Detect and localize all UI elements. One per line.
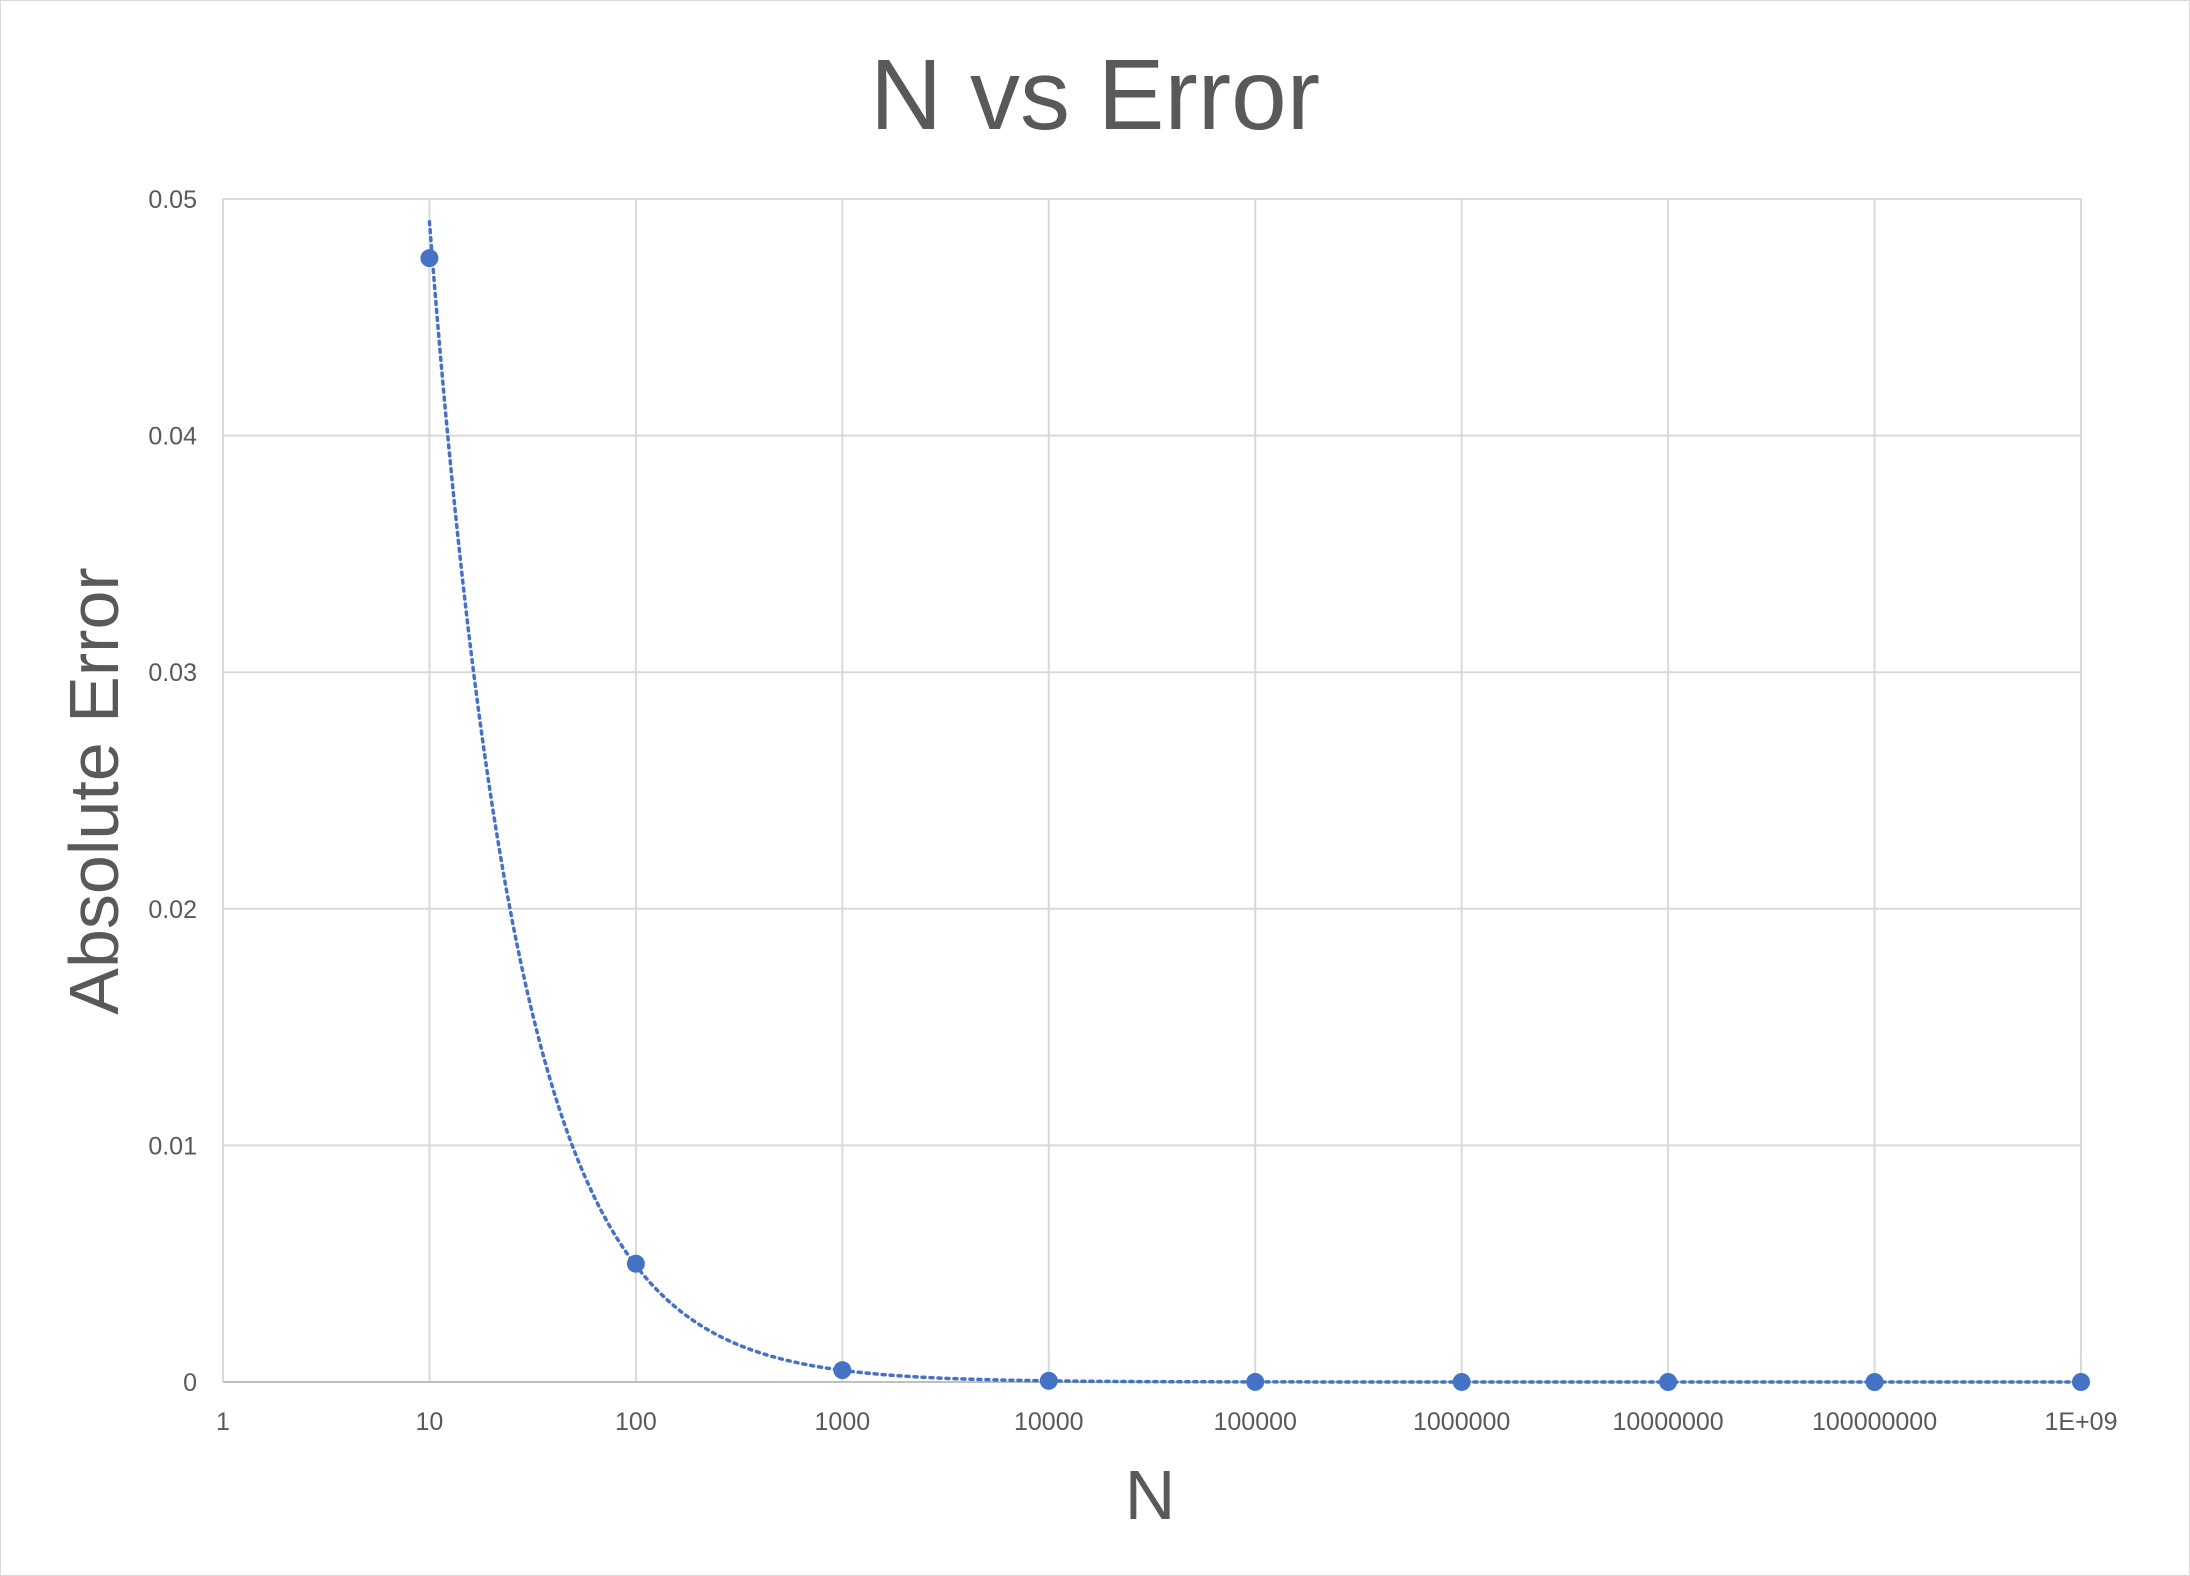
data-point [420, 249, 439, 268]
data-points [420, 249, 2090, 1391]
y-tick-label: 0.03 [148, 659, 197, 687]
chart-title: N vs Error [870, 39, 1320, 151]
x-tick-label: 1 [216, 1408, 230, 1436]
x-tick-label: 10 [416, 1408, 444, 1436]
y-tick-label: 0.05 [148, 186, 197, 214]
data-point [1659, 1372, 1678, 1391]
y-tick-label: 0.04 [148, 423, 197, 451]
data-point [2072, 1373, 2090, 1391]
tick-labels: 0 0.01 0.02 0.03 0.04 0.05 1 10 100 1000 10000 1000… [148, 186, 2117, 1436]
x-tick-label: 10000000 [1612, 1408, 1723, 1436]
y-tick-label: 0 [183, 1369, 197, 1397]
y-tick-label: 0.01 [148, 1132, 197, 1160]
x-tick-label: 100000000 [1812, 1408, 1937, 1436]
data-point [1865, 1372, 1884, 1391]
x-tick-label: 1E+09 [2045, 1408, 2118, 1436]
grid-lines [222, 198, 2082, 1383]
data-point [1452, 1372, 1471, 1391]
x-axis-title: N [1125, 1456, 1176, 1534]
y-axis-title: Absolute Error [55, 567, 133, 1014]
x-tick-label: 1000000 [1413, 1408, 1510, 1436]
x-tick-label: 1000 [815, 1408, 871, 1436]
x-tick-label: 100000 [1214, 1408, 1297, 1436]
trendline [427, 219, 2083, 1384]
x-tick-label: 10000 [1014, 1408, 1084, 1436]
data-point [1039, 1371, 1058, 1390]
data-point [833, 1361, 852, 1380]
data-point [626, 1254, 645, 1273]
data-point [1246, 1372, 1265, 1391]
y-tick-label: 0.02 [148, 896, 197, 924]
trendline-layer [427, 219, 2083, 1384]
x-tick-label: 100 [615, 1408, 657, 1436]
